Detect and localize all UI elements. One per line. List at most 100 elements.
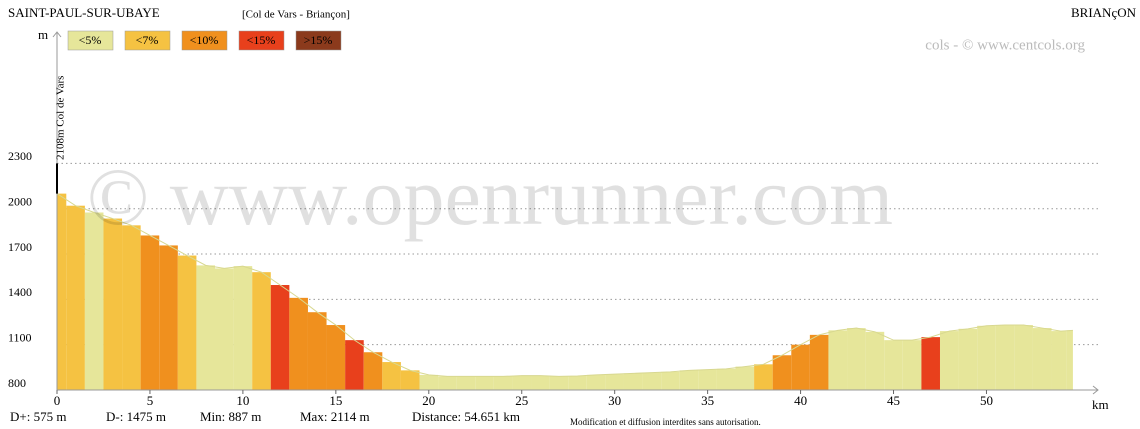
end-label: BRIANçON	[1071, 5, 1137, 20]
profile-column	[326, 325, 346, 390]
x-tick-label: 50	[980, 393, 993, 408]
profile-column	[679, 370, 699, 390]
y-tick-label: 800	[8, 376, 26, 390]
x-tick-label: 5	[147, 393, 154, 408]
profile-column	[698, 369, 717, 390]
profile-column	[902, 340, 922, 390]
profile-column	[921, 337, 940, 390]
y-tick-label: 1100	[8, 330, 32, 344]
legend-swatch	[295, 30, 342, 51]
legend-label: <15%	[247, 33, 276, 47]
profile-column	[382, 362, 401, 390]
profile-column	[623, 373, 643, 390]
legend-swatch	[181, 30, 228, 51]
profile-column	[122, 225, 141, 390]
legend-label: <10%	[190, 33, 219, 47]
profile-column	[252, 272, 271, 390]
profile-column	[1066, 330, 1073, 390]
profile-column	[289, 297, 308, 390]
profile-column	[400, 370, 420, 390]
stat: Min: 887 m	[200, 409, 261, 424]
y-tick-label: 1700	[8, 240, 32, 254]
notice: Modification et diffusion interdites san…	[570, 417, 761, 427]
chart-title: SAINT-PAUL-SUR-UBAYE	[8, 5, 160, 20]
profile-column	[307, 312, 327, 390]
profile-column	[791, 344, 810, 390]
profile-column	[103, 218, 123, 390]
y-tick-label: 1400	[8, 285, 32, 299]
watermark: © www.openrunner.com	[87, 151, 893, 242]
profile-column	[642, 372, 662, 390]
profile-column	[66, 205, 85, 390]
profile-column	[772, 355, 792, 390]
profile-column	[159, 245, 178, 390]
profile-column	[196, 265, 216, 390]
profile-column	[958, 328, 978, 390]
credit: cols - © www.centcols.org	[925, 37, 1085, 53]
x-tick-label: 15	[329, 393, 342, 408]
profile-column	[939, 331, 959, 390]
x-tick-label: 20	[422, 393, 435, 408]
x-axis-arrow	[1092, 385, 1099, 395]
profile-column	[884, 340, 903, 390]
profile-column	[1014, 325, 1033, 390]
x-tick-label: 40	[794, 393, 807, 408]
profile-column	[140, 235, 160, 390]
profile-column	[84, 212, 104, 390]
profile-column	[586, 374, 606, 390]
y-axis-arrow	[52, 31, 62, 38]
profile-column	[419, 374, 439, 390]
profile-column	[549, 376, 569, 390]
profile-line	[56, 193, 1073, 377]
profile-column	[995, 325, 1015, 390]
profile-column	[531, 375, 550, 390]
legend-swatch	[67, 30, 114, 51]
y-tick-label: 2300	[8, 149, 32, 163]
profile-column	[605, 374, 624, 390]
profile-column	[438, 376, 457, 390]
legend-label: >15%	[304, 33, 333, 47]
legend-label: <7%	[136, 33, 159, 47]
stat: D+: 575 m	[10, 409, 66, 424]
profile-column	[828, 330, 848, 390]
profile-column	[456, 376, 476, 390]
profile-column	[363, 352, 383, 390]
legend-swatch	[124, 30, 171, 51]
x-tick-label: 35	[701, 393, 714, 408]
x-tick-label: 10	[236, 393, 249, 408]
profile-column	[809, 334, 829, 390]
legend-swatch	[238, 30, 285, 51]
y-tick-label: 2000	[8, 194, 32, 208]
profile-column	[847, 328, 866, 390]
profile-column	[512, 375, 532, 390]
profile-column	[493, 376, 513, 390]
profile-column	[57, 193, 67, 390]
stat: Distance: 54.651 km	[412, 409, 520, 424]
x-tick-label: 25	[515, 393, 528, 408]
annotation: 2108m Col de Vars	[55, 76, 67, 160]
profile-column	[215, 268, 234, 390]
profile-column	[865, 331, 885, 390]
profile-column	[1051, 331, 1067, 390]
profile-column	[977, 325, 996, 390]
x-tick-label: 0	[54, 393, 61, 408]
x-tick-label: 30	[608, 393, 621, 408]
stat: D-: 1475 m	[106, 409, 166, 424]
profile-column	[716, 368, 736, 390]
profile-column	[475, 376, 494, 390]
x-tick-label: 45	[887, 393, 900, 408]
subtitle: [Col de Vars - Briançon]	[242, 9, 350, 21]
profile-column	[270, 285, 290, 390]
profile-column	[1032, 328, 1052, 390]
profile-column	[177, 255, 197, 390]
legend-label: <5%	[79, 33, 102, 47]
profile-column	[345, 340, 364, 390]
profile-column	[735, 366, 755, 390]
profile-column	[754, 364, 773, 390]
stat: Max: 2114 m	[300, 409, 370, 424]
y-axis-label: m	[38, 27, 48, 42]
profile-column	[661, 371, 680, 390]
profile-column	[233, 266, 253, 390]
profile-column	[568, 375, 587, 390]
